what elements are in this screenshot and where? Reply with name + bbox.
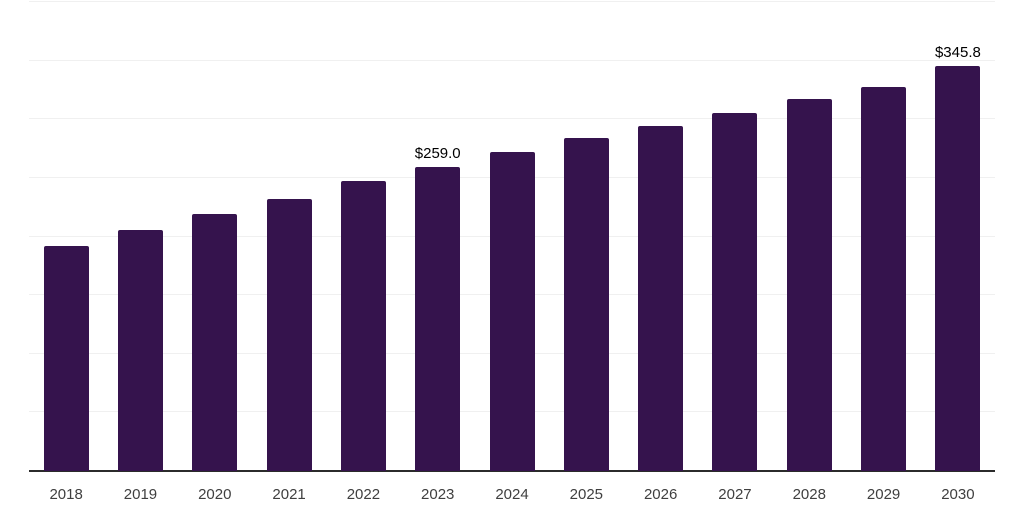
- bar-slot-2028: [772, 2, 846, 471]
- value-label-2030: $345.8: [934, 43, 981, 61]
- plot-area: $259.0 $345.8: [29, 1, 995, 472]
- bar-series: $259.0 $345.8: [29, 2, 995, 471]
- bar-slot-2025: [549, 2, 623, 471]
- bar-2021: [266, 198, 312, 471]
- x-tick-label-2023: 2023: [421, 486, 455, 503]
- bar-slot-2020: [178, 2, 252, 471]
- x-tick-label-2030: 2030: [941, 486, 975, 503]
- bar-slot-2019: [103, 2, 177, 471]
- bar-slot-2024: [475, 2, 549, 471]
- gridline-400: [29, 1, 995, 2]
- bar-2019: [117, 230, 163, 471]
- bar-2023: [415, 167, 461, 471]
- value-label-2023: $259.0: [414, 145, 461, 163]
- x-tick-label-2018: 2018: [49, 486, 83, 503]
- bar-slot-2018: [29, 2, 103, 471]
- bar-2018: [43, 245, 89, 471]
- bar-slot-2021: [252, 2, 326, 471]
- gridline-350: [29, 59, 995, 61]
- bar-2022: [340, 180, 386, 471]
- bar-2020: [192, 214, 238, 471]
- bar-2028: [786, 99, 832, 471]
- bar-2029: [861, 86, 907, 471]
- x-tick-label-2028: 2028: [792, 486, 826, 503]
- bar-2027: [712, 112, 758, 471]
- bar-slot-2023: $259.0: [401, 2, 475, 471]
- bar-slot-2030: $345.8: [921, 2, 995, 471]
- x-tick-label-2022: 2022: [346, 486, 381, 503]
- x-tick-label-2019: 2019: [123, 486, 158, 503]
- x-tick-label-2020: 2020: [198, 486, 232, 503]
- bar-slot-2026: [624, 2, 698, 471]
- bar-2025: [563, 138, 609, 471]
- x-tick-label-2024: 2024: [495, 486, 529, 503]
- bar-slot-2029: [846, 2, 920, 471]
- bar-slot-2022: [326, 2, 400, 471]
- x-tick-label-2029: 2029: [866, 486, 901, 503]
- x-axis-line: [29, 470, 995, 472]
- x-tick-label-2027: 2027: [718, 486, 752, 503]
- x-axis-tick-labels: 2018 2019 2020 2021 2022 2023 2024 2025 2026 2027…: [29, 486, 995, 503]
- x-tick-label-2026: 2026: [643, 486, 678, 503]
- x-tick-label-2021: 2021: [272, 486, 306, 503]
- bar-2030: [935, 65, 981, 471]
- x-tick-label-2025: 2025: [569, 486, 604, 503]
- bar-2026: [638, 125, 684, 471]
- gridline-300: [29, 118, 995, 120]
- bar-slot-2027: [698, 2, 772, 471]
- bar-2024: [489, 152, 535, 471]
